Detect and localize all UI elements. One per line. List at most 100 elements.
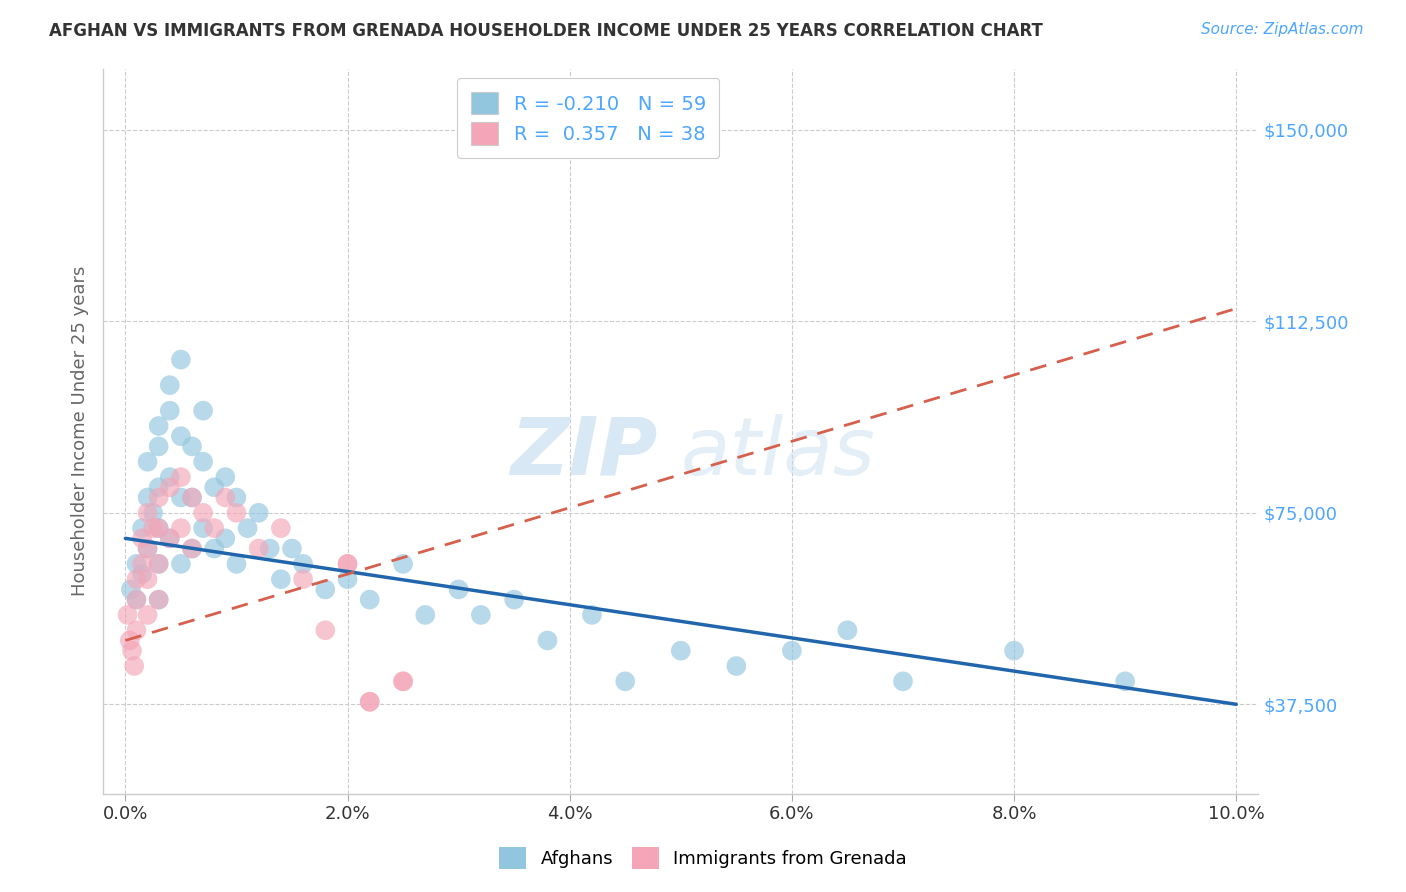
- Immigrants from Grenada: [214, 491, 236, 505]
- Afghans: [125, 557, 148, 571]
- Afghans: [536, 633, 558, 648]
- Afghans: [447, 582, 470, 597]
- Text: ZIP: ZIP: [510, 414, 658, 491]
- Afghans: [503, 592, 526, 607]
- Afghans: [413, 607, 436, 622]
- Immigrants from Grenada: [181, 541, 204, 556]
- Afghans: [1002, 643, 1025, 657]
- Afghans: [336, 572, 359, 586]
- Afghans: [837, 624, 859, 638]
- Afghans: [131, 567, 153, 582]
- Afghans: [148, 480, 170, 494]
- Immigrants from Grenada: [125, 592, 148, 607]
- Afghans: [780, 643, 803, 657]
- Afghans: [136, 455, 159, 469]
- Afghans: [225, 491, 247, 505]
- Immigrants from Grenada: [270, 521, 292, 535]
- Legend: R = -0.210   N = 59, R =  0.357   N = 38: R = -0.210 N = 59, R = 0.357 N = 38: [457, 78, 720, 158]
- Immigrants from Grenada: [170, 470, 193, 484]
- Legend: Afghans, Immigrants from Grenada: Afghans, Immigrants from Grenada: [492, 839, 914, 876]
- Afghans: [236, 521, 259, 535]
- Afghans: [191, 403, 214, 417]
- Immigrants from Grenada: [148, 557, 170, 571]
- Afghans: [170, 491, 193, 505]
- Afghans: [159, 378, 181, 392]
- Afghans: [281, 541, 304, 556]
- Y-axis label: Householder Income Under 25 years: Householder Income Under 25 years: [72, 266, 89, 596]
- Immigrants from Grenada: [118, 633, 141, 648]
- Afghans: [148, 419, 170, 434]
- Immigrants from Grenada: [148, 521, 170, 535]
- Immigrants from Grenada: [392, 674, 415, 689]
- Immigrants from Grenada: [359, 695, 381, 709]
- Afghans: [614, 674, 637, 689]
- Immigrants from Grenada: [225, 506, 247, 520]
- Immigrants from Grenada: [148, 491, 170, 505]
- Afghans: [259, 541, 281, 556]
- Immigrants from Grenada: [131, 532, 153, 546]
- Afghans: [202, 541, 225, 556]
- Afghans: [225, 557, 247, 571]
- Afghans: [125, 592, 148, 607]
- Immigrants from Grenada: [359, 695, 381, 709]
- Immigrants from Grenada: [292, 572, 315, 586]
- Text: atlas: atlas: [681, 414, 876, 491]
- Immigrants from Grenada: [247, 541, 270, 556]
- Afghans: [120, 582, 142, 597]
- Afghans: [159, 470, 181, 484]
- Afghans: [247, 506, 270, 520]
- Afghans: [159, 403, 181, 417]
- Immigrants from Grenada: [392, 674, 415, 689]
- Afghans: [181, 541, 204, 556]
- Immigrants from Grenada: [336, 557, 359, 571]
- Immigrants from Grenada: [142, 521, 165, 535]
- Immigrants from Grenada: [122, 659, 145, 673]
- Afghans: [181, 439, 204, 453]
- Immigrants from Grenada: [121, 643, 143, 657]
- Afghans: [202, 480, 225, 494]
- Afghans: [891, 674, 914, 689]
- Immigrants from Grenada: [136, 607, 159, 622]
- Immigrants from Grenada: [314, 624, 336, 638]
- Immigrants from Grenada: [181, 491, 204, 505]
- Immigrants from Grenada: [125, 572, 148, 586]
- Afghans: [1114, 674, 1136, 689]
- Immigrants from Grenada: [336, 557, 359, 571]
- Immigrants from Grenada: [117, 607, 139, 622]
- Afghans: [669, 643, 692, 657]
- Immigrants from Grenada: [125, 624, 148, 638]
- Text: AFGHAN VS IMMIGRANTS FROM GRENADA HOUSEHOLDER INCOME UNDER 25 YEARS CORRELATION : AFGHAN VS IMMIGRANTS FROM GRENADA HOUSEH…: [49, 22, 1043, 40]
- Immigrants from Grenada: [170, 521, 193, 535]
- Afghans: [392, 557, 415, 571]
- Afghans: [148, 557, 170, 571]
- Afghans: [725, 659, 748, 673]
- Immigrants from Grenada: [202, 521, 225, 535]
- Afghans: [292, 557, 315, 571]
- Afghans: [131, 521, 153, 535]
- Immigrants from Grenada: [191, 506, 214, 520]
- Afghans: [148, 592, 170, 607]
- Afghans: [581, 607, 603, 622]
- Afghans: [148, 439, 170, 453]
- Immigrants from Grenada: [136, 572, 159, 586]
- Text: Source: ZipAtlas.com: Source: ZipAtlas.com: [1201, 22, 1364, 37]
- Afghans: [270, 572, 292, 586]
- Afghans: [214, 470, 236, 484]
- Afghans: [170, 352, 193, 367]
- Afghans: [191, 521, 214, 535]
- Afghans: [142, 506, 165, 520]
- Afghans: [170, 429, 193, 443]
- Afghans: [159, 532, 181, 546]
- Immigrants from Grenada: [131, 557, 153, 571]
- Afghans: [314, 582, 336, 597]
- Immigrants from Grenada: [136, 506, 159, 520]
- Afghans: [148, 521, 170, 535]
- Afghans: [359, 592, 381, 607]
- Afghans: [470, 607, 492, 622]
- Afghans: [191, 455, 214, 469]
- Afghans: [136, 541, 159, 556]
- Immigrants from Grenada: [159, 480, 181, 494]
- Afghans: [181, 491, 204, 505]
- Afghans: [214, 532, 236, 546]
- Immigrants from Grenada: [136, 541, 159, 556]
